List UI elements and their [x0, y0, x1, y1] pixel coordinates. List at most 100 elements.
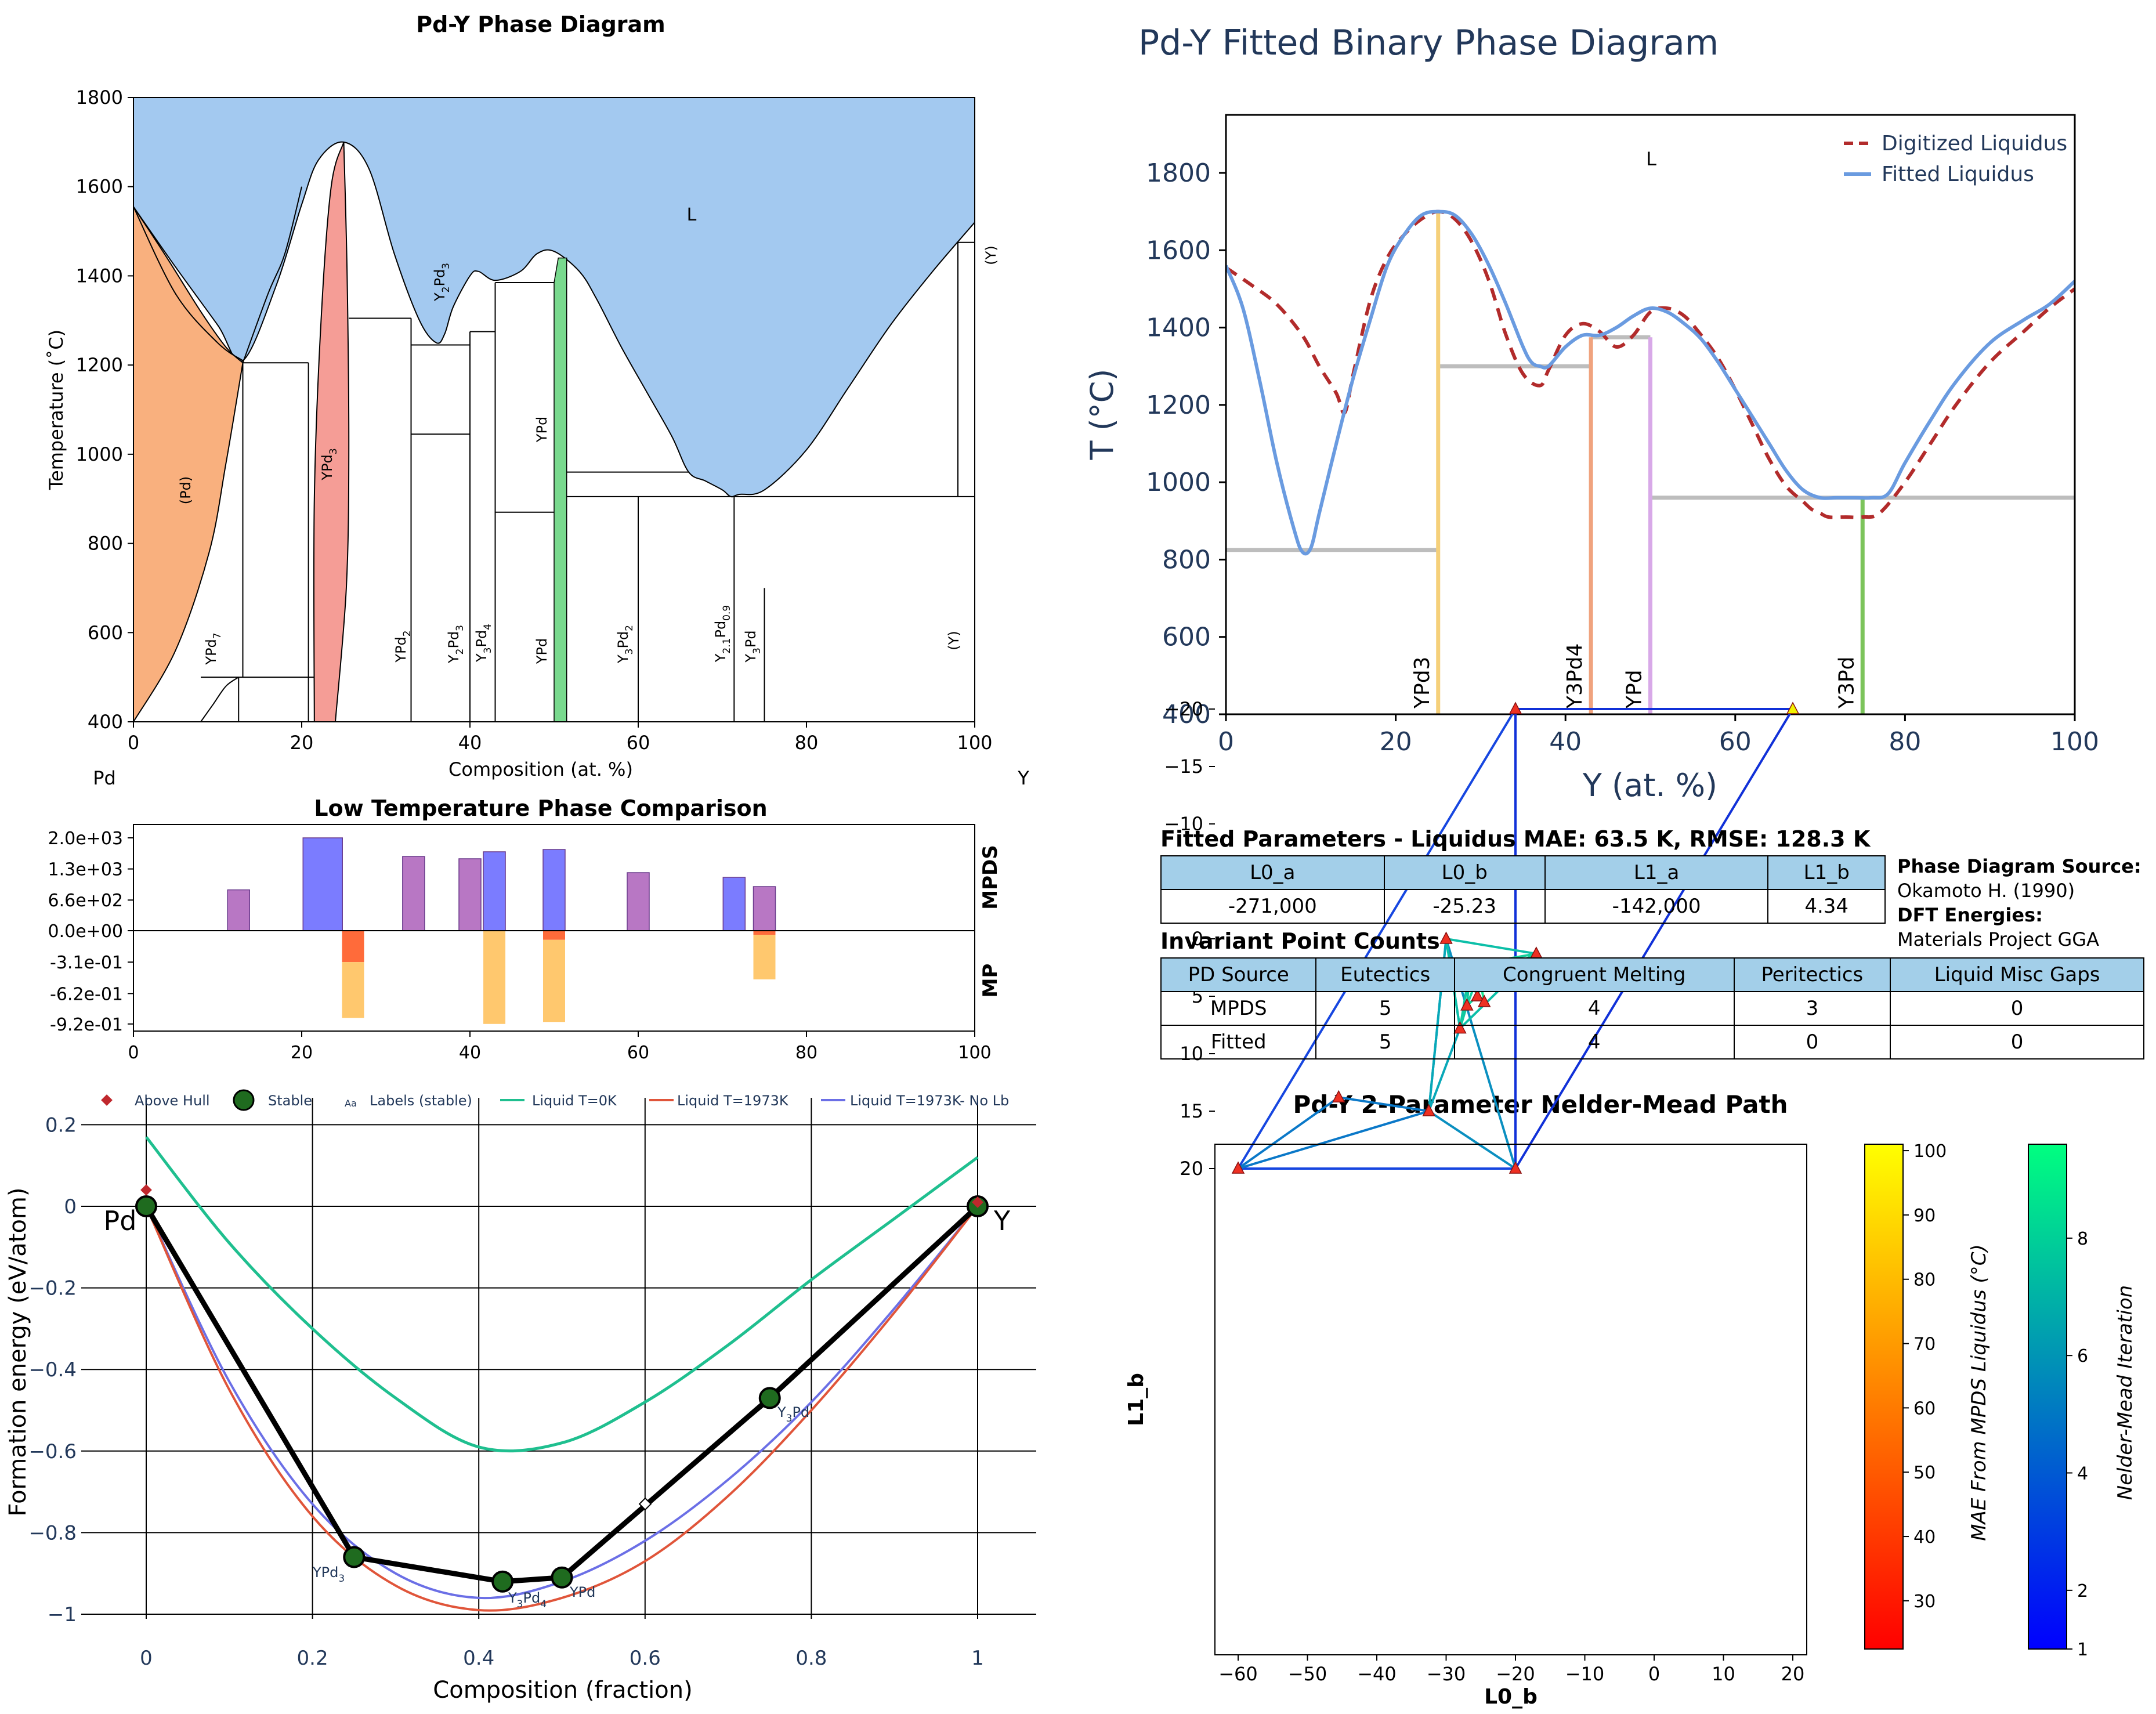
invariant-header-cell: Congruent Melting: [1453, 957, 1735, 992]
x-tick-label: 20: [1781, 1663, 1805, 1685]
point-label-y3pd: Y3Pd: [777, 1404, 809, 1424]
mp-bar: [543, 931, 565, 940]
y-tick-label: 6.6e+02: [48, 891, 123, 911]
y-tick-label: 0: [64, 1195, 77, 1218]
panel-c-x-ticks: 0 20 40 60 80 100: [128, 1031, 992, 1063]
panel-d-y-label: Formation energy (eV/atom): [5, 1188, 31, 1517]
x-tick-label: 100: [957, 732, 992, 754]
y-tick-label: 1000: [1146, 468, 1211, 497]
stable-point: [343, 1546, 366, 1568]
x-tick-label: 0: [128, 732, 139, 754]
phase-label-ypd-lower: YPd: [534, 638, 550, 664]
panel-d-y-ticks: 0.2 0 −0.2 −0.4 −0.6 −0.8 −1: [28, 1113, 77, 1626]
panel-b-y-label: T (°C): [1084, 369, 1120, 461]
x-tick-label: 0: [1218, 727, 1234, 757]
mpds-bar: [402, 856, 425, 931]
pd-solvus: [133, 206, 244, 361]
y-tick-label: -9.2e-01: [50, 1015, 123, 1035]
compound-label: Y3Pd4: [1563, 643, 1587, 709]
legend-label-fitted: Fitted Liquidus: [1882, 162, 2034, 186]
panel-c-title: Low Temperature Phase Comparison: [314, 795, 767, 821]
panel-a-y-label: Temperature (˚C): [45, 330, 67, 490]
dft-value: Materials Project GGA: [1897, 928, 2099, 950]
cbar-tick-label: 80: [1913, 1270, 1936, 1290]
low-temp-comparison-panel: Low Temperature Phase Comparison 2.0e+03…: [48, 795, 1002, 1063]
y-tick-label: 400: [88, 711, 123, 733]
panel-b-x-ticks: 0 20 40 60 80 100: [1218, 714, 2099, 757]
x-tick-label: −40: [1357, 1663, 1397, 1685]
mae-colorbar: [1864, 1144, 1904, 1650]
invariant-cell: 0: [1890, 991, 2144, 1026]
vertex-marker: [1509, 701, 1522, 714]
fitted-value-cell: -271,000: [1160, 889, 1385, 924]
y-tick-label: 600: [88, 621, 123, 643]
mp-bar: [342, 931, 364, 963]
phase-label-y3pd2: Y3Pd2: [615, 625, 635, 664]
x-tick-label: 0.4: [463, 1647, 494, 1670]
y-tick-label: 0.2: [45, 1113, 77, 1137]
cbar-tick-label: 60: [1913, 1398, 1936, 1419]
stable-points: [135, 1195, 989, 1593]
invariant-cell: 4: [1453, 991, 1735, 1026]
vertex-marker: [1332, 1090, 1345, 1102]
liquid-region: [133, 97, 975, 498]
x-tick-label: 0: [1648, 1663, 1660, 1685]
panel-d-x-label: Composition (fraction): [433, 1677, 692, 1704]
fitted-header-cell: L0_a: [1160, 855, 1385, 890]
above-hull-point: [140, 1184, 152, 1196]
fitted-value-cell: 4.34: [1767, 889, 1886, 924]
right-element-label: Y: [1017, 767, 1029, 789]
x-tick-label: 100: [958, 1043, 991, 1063]
ypd-region: [554, 257, 567, 722]
phase-label-y3pd4: Y3Pd4: [473, 624, 494, 663]
y-tick-label: −0.4: [28, 1358, 77, 1382]
x-tick-label: 20: [290, 732, 314, 754]
stable-point: [135, 1195, 157, 1217]
end-label-pd: Pd: [104, 1205, 137, 1236]
cbar-tick-label: 4: [2077, 1464, 2088, 1484]
y-tick-label: −10: [1164, 813, 1203, 835]
ypd3-liquidus-left: [242, 186, 302, 363]
phase-label-y2pd3-lower: Y2Pd3: [446, 625, 466, 664]
phase-diagram-panel: Pd-Y Phase Diagram 400600800100012001400…: [45, 12, 1029, 789]
pd-solid-solution-region: [133, 205, 244, 722]
ypd7-boundary: [200, 677, 239, 722]
panel-a-x-ticks: 0 20 40 60 80 100: [128, 722, 993, 754]
label-mp: MP: [979, 964, 1002, 998]
panel-d-legend: Above Hull Stable Aa Labels (stable) Liq…: [101, 1089, 1009, 1111]
panel-e-x-ticks: −60 −50 −40 −30 −20 −10 0 10 20: [1218, 1655, 1804, 1685]
phase-label-y21pd09: Y2.1Pd0.9: [712, 605, 733, 663]
mpds-bar: [542, 849, 566, 931]
panel-e-y-label: L1_b: [1124, 1373, 1148, 1426]
fitted-value-cell: -25.23: [1383, 889, 1546, 924]
fitted-header-cell: L1_a: [1544, 855, 1769, 890]
invariant-cell: 5: [1315, 1025, 1455, 1060]
y-tick-label: -3.1e-01: [50, 953, 123, 973]
panel-a-title: Pd-Y Phase Diagram: [416, 12, 665, 37]
mpds-bar: [302, 837, 343, 931]
mpds-bar: [227, 889, 250, 931]
stable-point: [551, 1566, 573, 1589]
invariant-cell: 3: [1733, 991, 1891, 1026]
invariant-cell: 0: [1890, 1025, 2144, 1060]
label-mpds: MPDS: [979, 845, 1002, 909]
y-tick-label: 1000: [76, 443, 123, 465]
left-element-label: Pd: [93, 767, 116, 789]
y-tick-label: 0.0e+00: [48, 921, 123, 942]
panel-c-y-ticks: 2.0e+03 1.3e+03 6.6e+02 0.0e+00 -3.1e-01 -6.2…: [48, 829, 133, 1035]
mae-colorbar-label: MAE From MPDS Liquidus (°C): [1967, 1244, 1991, 1541]
invariant-cell: Fitted: [1160, 1025, 1317, 1060]
phase-label-y-high: (Y): [983, 245, 999, 265]
point-label-ypd3: YPd3: [312, 1564, 345, 1585]
source-notes: Phase Diagram Source: Okamoto H. (1990) …: [1897, 854, 2141, 952]
iteration-colorbar-label: Nelder-Mead Iteration: [2114, 1285, 2137, 1500]
y-tick-label: −0.8: [28, 1521, 77, 1545]
cbar-tick-label: 100: [1913, 1141, 1947, 1162]
panel-c-frame: [133, 824, 975, 1032]
y-tick-label: 1200: [1146, 390, 1211, 420]
x-tick-label: −60: [1218, 1663, 1258, 1685]
compound-label: YPd: [1623, 670, 1647, 709]
x-tick-label: 60: [1719, 727, 1752, 757]
mpds-bar: [753, 886, 776, 931]
mpds-bar: [458, 858, 482, 931]
